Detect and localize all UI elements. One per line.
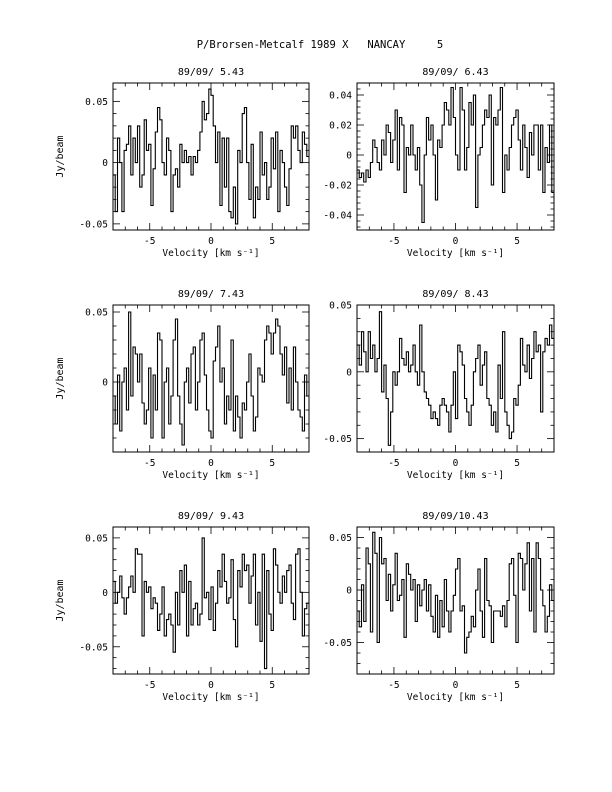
x-tick-label: -5 <box>388 236 399 247</box>
y-tick-label: -0.05 <box>79 642 108 653</box>
y-tick-label: 0.05 <box>329 533 352 544</box>
x-tick-label: 0 <box>453 680 459 691</box>
y-tick-label: 0.02 <box>329 121 352 132</box>
y-tick-label: 0 <box>346 586 352 597</box>
x-tick-label: 5 <box>514 680 520 691</box>
chart-panel: 89/09/ 8.43 -5 0 5 -0.05 0 0.05 Velocity [km s⁻… <box>323 289 555 481</box>
x-tick-label: 0 <box>208 680 214 691</box>
chart-panel: 89/09/ 9.43 -5 0 5 -0.05 0 0.05 Velocity [km s⁻… <box>55 511 310 703</box>
x-tick-label: -5 <box>144 236 155 247</box>
y-tick-label: 0 <box>346 151 352 162</box>
x-tick-label: 5 <box>269 236 275 247</box>
x-tick-label: 0 <box>208 458 214 469</box>
y-tick-label: 0.05 <box>329 301 352 312</box>
y-tick-label: 0 <box>102 588 108 599</box>
x-tick-label: 5 <box>269 458 275 469</box>
x-axis-label: Velocity [km s⁻¹] <box>162 692 259 703</box>
panel-title: 89/09/10.43 <box>422 511 488 522</box>
x-axis-label: Velocity [km s⁻¹] <box>407 470 504 481</box>
panel-title: 89/09/ 5.43 <box>178 67 244 78</box>
y-tick-label: -0.04 <box>323 211 352 222</box>
y-tick-label: 0.05 <box>85 97 108 108</box>
x-tick-label: 0 <box>208 236 214 247</box>
spectrum-line <box>113 311 309 446</box>
x-tick-label: 5 <box>514 236 520 247</box>
x-tick-label: -5 <box>388 680 399 691</box>
y-tick-label: -0.05 <box>79 219 108 230</box>
y-tick-label: -0.05 <box>323 434 352 445</box>
x-tick-label: -5 <box>388 458 399 469</box>
x-axis-label: Velocity [km s⁻¹] <box>407 248 504 259</box>
y-tick-label: 0.05 <box>85 533 108 544</box>
y-tick-label: 0.05 <box>85 308 108 319</box>
page-title: P/Brorsen-Metcalf 1989 X NANCAY 5 <box>197 39 444 51</box>
y-axis-label: Jy/beam <box>55 579 66 621</box>
x-axis-label: Velocity [km s⁻¹] <box>162 470 259 481</box>
panel-title: 89/09/ 8.43 <box>422 289 488 300</box>
chart-panel: 89/09/10.43 -5 0 5 -0.05 0 0.05 Velocity [km s⁻… <box>323 511 555 703</box>
x-tick-label: 0 <box>453 236 459 247</box>
y-axis-label: Jy/beam <box>55 135 66 177</box>
x-tick-label: -5 <box>144 458 155 469</box>
spectrum-line <box>357 531 554 654</box>
y-axis-label: Jy/beam <box>55 357 66 399</box>
plot-frame <box>356 82 555 231</box>
spectrum-line <box>113 537 309 670</box>
chart-panel: 89/09/ 7.43 -5 0 5 0 0.05 Velocity [km s⁻¹] Jy/… <box>55 289 310 481</box>
panel-title: 89/09/ 7.43 <box>178 289 244 300</box>
y-tick-label: -0.05 <box>323 638 352 649</box>
panel-title: 89/09/ 6.43 <box>422 67 488 78</box>
x-axis-label: Velocity [km s⁻¹] <box>162 248 259 259</box>
chart-panel: 89/09/ 6.43 -5 0 5 -0.04 -0.02 0 0.02 0.04 Veloci… <box>323 67 555 259</box>
x-tick-label: -5 <box>144 680 155 691</box>
spectrum-line <box>357 311 554 446</box>
y-tick-label: 0 <box>102 158 108 169</box>
chart-panel: 89/09/ 5.43 -5 0 5 -0.05 0 0.05 Velocity [km s⁻… <box>55 67 310 259</box>
x-tick-label: 5 <box>269 680 275 691</box>
x-tick-label: 0 <box>453 458 459 469</box>
x-axis-label: Velocity [km s⁻¹] <box>407 692 504 703</box>
y-tick-label: -0.02 <box>323 181 352 192</box>
y-tick-label: 0 <box>102 378 108 389</box>
panel-title: 89/09/ 9.43 <box>178 511 244 522</box>
spectrum-line <box>113 88 309 225</box>
spectrum-line <box>357 86 554 224</box>
x-tick-label: 5 <box>514 458 520 469</box>
y-tick-label: 0 <box>346 367 352 378</box>
y-tick-label: 0.04 <box>329 91 352 102</box>
